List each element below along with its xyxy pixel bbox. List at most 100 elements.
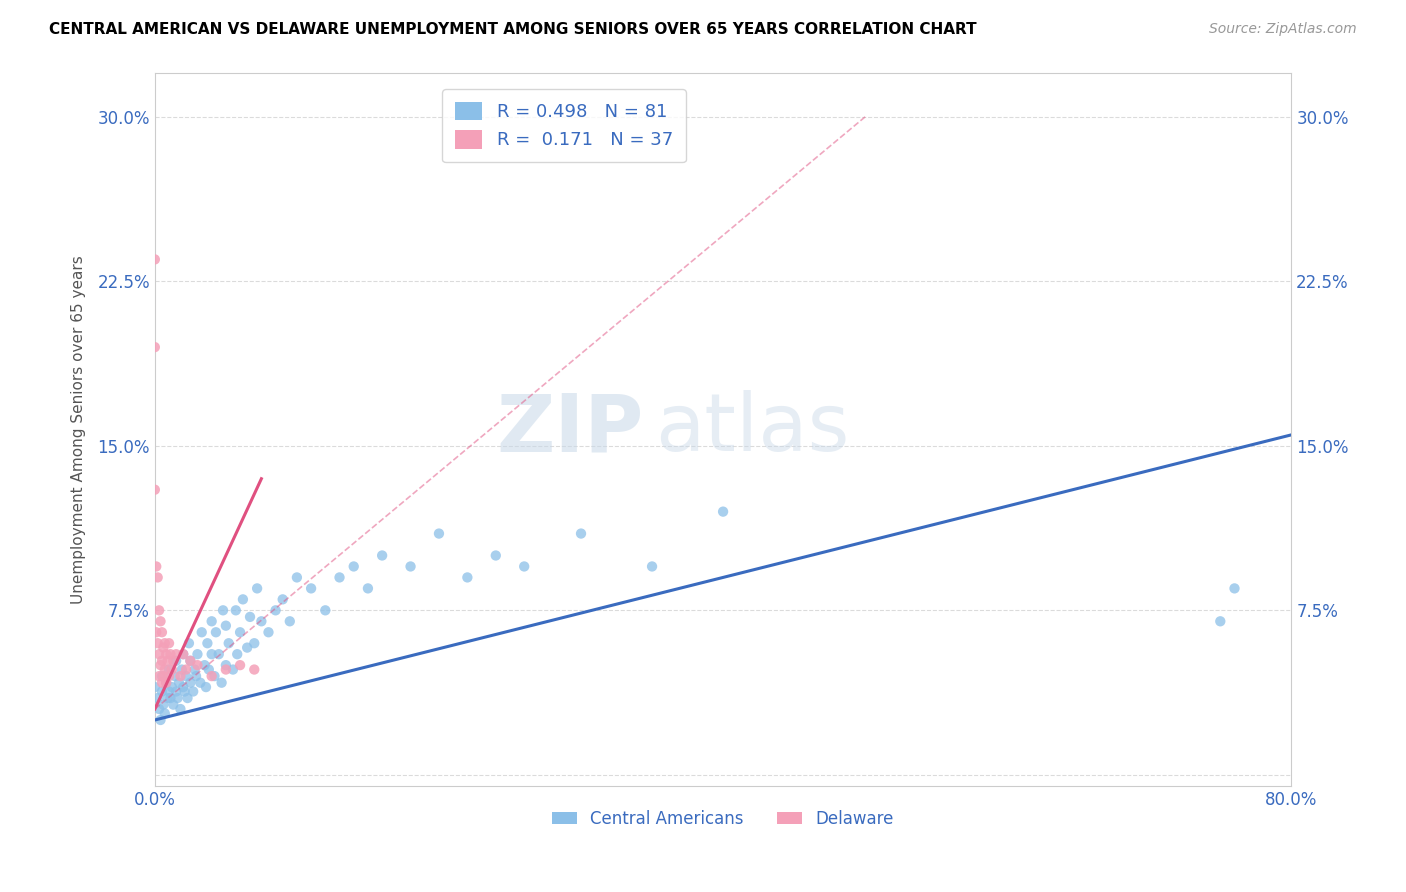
- Point: [225, 603, 247, 617]
- Point: [186, 647, 208, 661]
- Point: [208, 647, 231, 661]
- Point: [167, 675, 190, 690]
- Point: [179, 654, 201, 668]
- Point: [152, 669, 174, 683]
- Point: [399, 559, 422, 574]
- Text: atlas: atlas: [655, 391, 849, 468]
- Point: [641, 559, 664, 574]
- Point: [162, 698, 184, 712]
- Point: [160, 680, 183, 694]
- Point: [157, 669, 180, 683]
- Point: [155, 675, 177, 690]
- Point: [150, 675, 173, 690]
- Point: [195, 680, 218, 694]
- Point: [174, 663, 197, 677]
- Point: [148, 603, 170, 617]
- Point: [165, 654, 187, 668]
- Point: [215, 658, 238, 673]
- Point: [155, 647, 177, 661]
- Point: [232, 592, 254, 607]
- Point: [218, 636, 240, 650]
- Point: [165, 647, 187, 661]
- Point: [264, 603, 287, 617]
- Point: [156, 654, 179, 668]
- Point: [146, 691, 169, 706]
- Point: [169, 702, 191, 716]
- Point: [201, 615, 224, 629]
- Point: [150, 669, 173, 683]
- Point: [201, 647, 224, 661]
- Point: [229, 625, 252, 640]
- Point: [145, 559, 167, 574]
- Point: [211, 675, 233, 690]
- Point: [150, 625, 173, 640]
- Point: [250, 615, 273, 629]
- Point: [163, 669, 186, 683]
- Point: [193, 658, 215, 673]
- Point: [427, 526, 450, 541]
- Point: [236, 640, 259, 655]
- Point: [197, 636, 219, 650]
- Point: [215, 618, 238, 632]
- Point: [201, 669, 224, 683]
- Point: [149, 713, 172, 727]
- Point: [711, 505, 734, 519]
- Point: [157, 663, 180, 677]
- Point: [160, 663, 183, 677]
- Point: [212, 603, 235, 617]
- Point: [569, 526, 592, 541]
- Point: [172, 680, 194, 694]
- Point: [343, 559, 366, 574]
- Point: [184, 669, 207, 683]
- Point: [149, 658, 172, 673]
- Point: [1223, 582, 1246, 596]
- Point: [257, 625, 280, 640]
- Text: CENTRAL AMERICAN VS DELAWARE UNEMPLOYMENT AMONG SENIORS OVER 65 YEARS CORRELATIO: CENTRAL AMERICAN VS DELAWARE UNEMPLOYMEN…: [49, 22, 977, 37]
- Point: [145, 625, 167, 640]
- Point: [188, 675, 211, 690]
- Point: [285, 570, 308, 584]
- Point: [155, 675, 177, 690]
- Point: [169, 669, 191, 683]
- Legend: Central Americans, Delaware: Central Americans, Delaware: [546, 803, 901, 835]
- Point: [143, 252, 166, 267]
- Point: [150, 654, 173, 668]
- Point: [159, 691, 181, 706]
- Point: [152, 698, 174, 712]
- Point: [299, 582, 322, 596]
- Point: [156, 691, 179, 706]
- Point: [485, 549, 508, 563]
- Point: [222, 663, 245, 677]
- Point: [152, 640, 174, 655]
- Point: [314, 603, 336, 617]
- Point: [198, 663, 221, 677]
- Point: [176, 691, 198, 706]
- Point: [226, 647, 249, 661]
- Point: [246, 582, 269, 596]
- Point: [153, 706, 176, 721]
- Point: [179, 675, 201, 690]
- Point: [172, 647, 194, 661]
- Text: ZIP: ZIP: [496, 391, 644, 468]
- Point: [157, 636, 180, 650]
- Point: [143, 680, 166, 694]
- Point: [159, 647, 181, 661]
- Point: [186, 658, 208, 673]
- Point: [170, 663, 193, 677]
- Point: [357, 582, 380, 596]
- Point: [243, 663, 266, 677]
- Point: [146, 636, 169, 650]
- Point: [148, 669, 170, 683]
- Point: [328, 570, 350, 584]
- Point: [190, 625, 212, 640]
- Point: [143, 483, 166, 497]
- Point: [173, 684, 195, 698]
- Point: [513, 559, 536, 574]
- Point: [371, 549, 394, 563]
- Point: [239, 610, 262, 624]
- Point: [143, 340, 166, 354]
- Text: Source: ZipAtlas.com: Source: ZipAtlas.com: [1209, 22, 1357, 37]
- Point: [205, 625, 228, 640]
- Point: [146, 570, 169, 584]
- Point: [165, 684, 187, 698]
